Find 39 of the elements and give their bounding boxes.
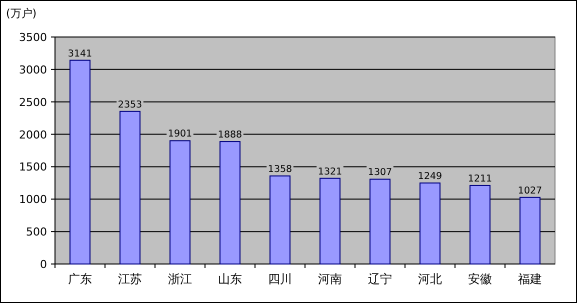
x-tick-label: 四川 xyxy=(268,272,292,286)
data-label: 1888 xyxy=(218,130,242,141)
y-tick-label: 3000 xyxy=(19,63,47,76)
data-label: 1358 xyxy=(268,164,292,175)
data-label: 1211 xyxy=(468,173,492,184)
data-label: 3141 xyxy=(68,48,92,60)
x-tick-label: 河北 xyxy=(418,272,442,286)
x-tick-label: 辽宁 xyxy=(368,272,392,286)
y-tick-label: 3500 xyxy=(19,31,47,44)
bar xyxy=(220,141,240,264)
x-tick-label: 河南 xyxy=(318,272,342,286)
x-tick-label: 安徽 xyxy=(468,272,492,286)
data-label: 1901 xyxy=(168,128,192,140)
data-label: 1321 xyxy=(318,166,342,178)
data-label: 1249 xyxy=(418,170,442,182)
data-label: 2353 xyxy=(118,99,142,110)
x-tick-label: 山东 xyxy=(218,272,242,286)
bar xyxy=(470,184,490,264)
x-tick-label: 广东 xyxy=(68,272,92,286)
y-tick-label: 1000 xyxy=(19,193,47,206)
y-axis-title: (万户) xyxy=(6,7,37,20)
bar xyxy=(370,178,390,264)
data-label: 1027 xyxy=(518,185,542,196)
y-tick-label: 0 xyxy=(40,258,47,271)
bar xyxy=(70,60,90,264)
data-label: 1307 xyxy=(368,167,392,178)
y-tick-label: 1500 xyxy=(19,160,47,174)
bar xyxy=(270,175,290,264)
y-tick-label: 500 xyxy=(26,226,47,239)
bar xyxy=(170,140,190,264)
y-tick-label: 2500 xyxy=(19,96,47,109)
x-tick-label: 江苏 xyxy=(118,272,142,286)
bar xyxy=(420,182,440,264)
x-tick-label: 浙江 xyxy=(168,272,192,286)
bar xyxy=(120,110,140,264)
bar xyxy=(320,178,340,264)
bar xyxy=(520,196,540,264)
x-tick-label: 福建 xyxy=(518,272,542,286)
y-tick-label: 2000 xyxy=(19,128,47,142)
